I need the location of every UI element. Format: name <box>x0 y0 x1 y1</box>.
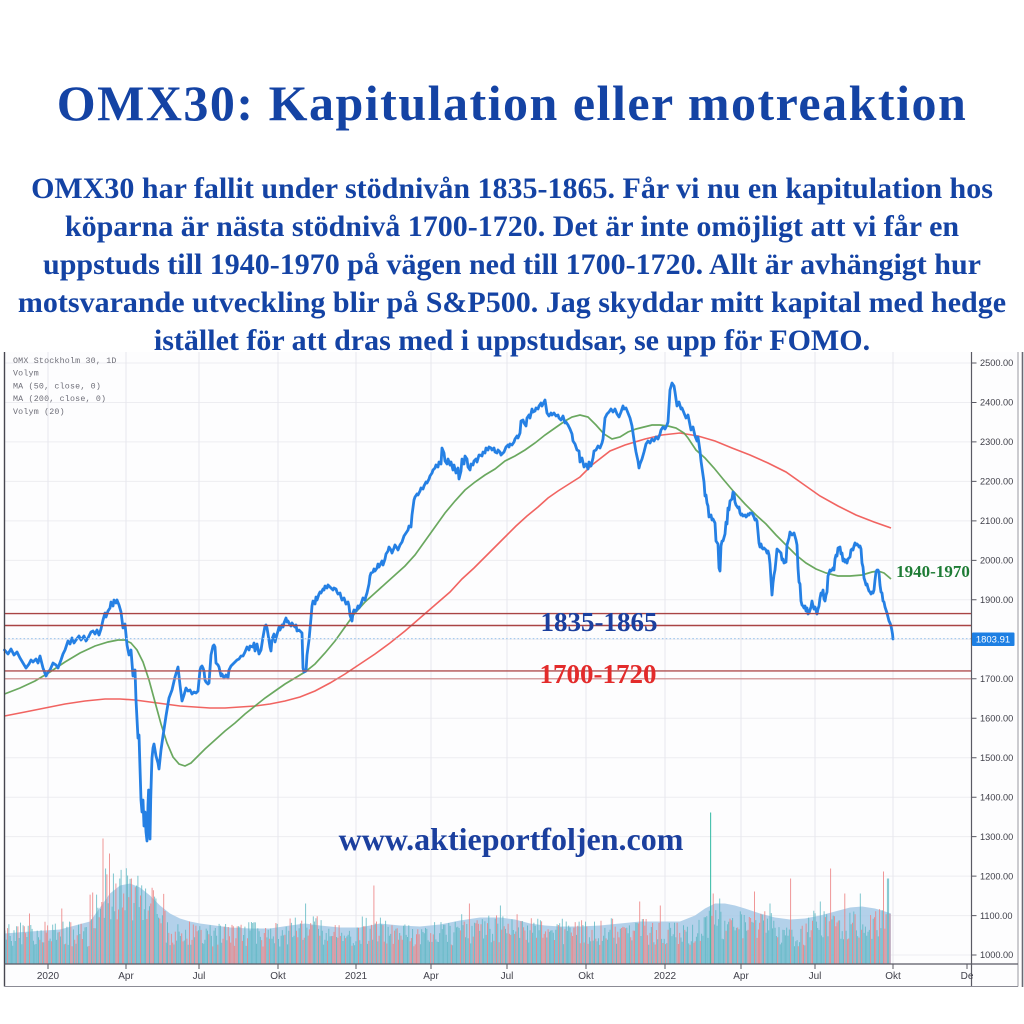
svg-text:2400.00: 2400.00 <box>980 398 1013 408</box>
svg-text:Apr: Apr <box>423 971 439 982</box>
svg-text:MA (50, close, 0): MA (50, close, 0) <box>13 381 101 391</box>
svg-text:1940-1970: 1940-1970 <box>896 562 970 581</box>
svg-text:Okt: Okt <box>578 971 594 982</box>
svg-text:2300.00: 2300.00 <box>980 437 1013 447</box>
svg-text:Jul: Jul <box>193 971 206 982</box>
svg-text:Apr: Apr <box>118 971 134 982</box>
svg-text:Okt: Okt <box>270 971 286 982</box>
svg-text:1400.00: 1400.00 <box>980 792 1013 802</box>
svg-text:2020: 2020 <box>37 971 60 982</box>
svg-text:www.aktieportfoljen.com: www.aktieportfoljen.com <box>339 821 684 857</box>
svg-text:Okt: Okt <box>885 971 901 982</box>
svg-text:2100.00: 2100.00 <box>980 516 1013 526</box>
svg-text:1900.00: 1900.00 <box>980 595 1013 605</box>
svg-text:Volym (20): Volym (20) <box>13 407 65 417</box>
svg-text:1200.00: 1200.00 <box>980 871 1013 881</box>
svg-text:Jul: Jul <box>809 971 822 982</box>
svg-text:1300.00: 1300.00 <box>980 832 1013 842</box>
svg-text:2022: 2022 <box>654 971 677 982</box>
svg-text:2200.00: 2200.00 <box>980 477 1013 487</box>
svg-text:1835-1865: 1835-1865 <box>541 607 658 637</box>
svg-text:2000.00: 2000.00 <box>980 556 1013 566</box>
svg-text:1000.00: 1000.00 <box>980 950 1013 960</box>
svg-text:Apr: Apr <box>733 971 749 982</box>
svg-text:1700-1720: 1700-1720 <box>540 659 657 689</box>
svg-text:1700.00: 1700.00 <box>980 674 1013 684</box>
svg-text:Volym: Volym <box>13 369 39 379</box>
svg-text:1100.00: 1100.00 <box>980 911 1013 921</box>
svg-text:2500.00: 2500.00 <box>980 358 1013 368</box>
svg-text:1500.00: 1500.00 <box>980 753 1013 763</box>
svg-text:2021: 2021 <box>345 971 368 982</box>
svg-text:MA (200, close, 0): MA (200, close, 0) <box>13 394 106 404</box>
svg-text:Jul: Jul <box>501 971 514 982</box>
svg-text:OMX Stockholm 30, 1D: OMX Stockholm 30, 1D <box>13 356 117 366</box>
svg-text:1600.00: 1600.00 <box>980 713 1013 723</box>
svg-text:De: De <box>961 971 974 982</box>
svg-text:1803.91: 1803.91 <box>976 635 1010 646</box>
